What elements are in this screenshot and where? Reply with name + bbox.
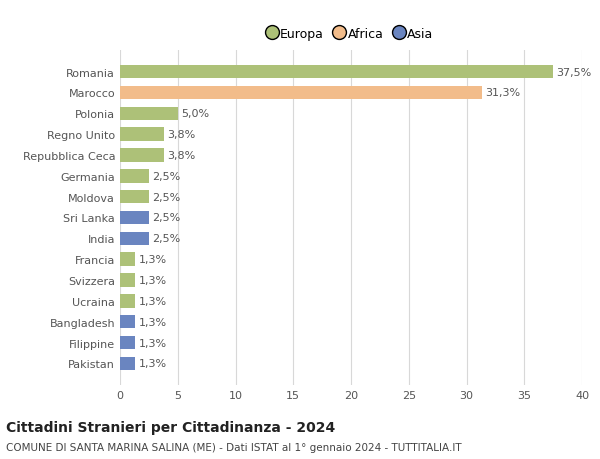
Text: 1,3%: 1,3%	[139, 358, 167, 369]
Bar	[120, 294, 135, 308]
Text: Cittadini Stranieri per Cittadinanza - 2024: Cittadini Stranieri per Cittadinanza - 2…	[6, 420, 335, 434]
Bar	[120, 149, 164, 162]
Bar	[120, 211, 149, 225]
Text: 1,3%: 1,3%	[139, 296, 167, 306]
Bar	[120, 107, 178, 121]
Bar	[120, 274, 135, 287]
Bar	[120, 315, 135, 329]
Text: 2,5%: 2,5%	[152, 172, 181, 181]
Text: 31,3%: 31,3%	[485, 88, 520, 98]
Bar	[120, 232, 149, 246]
Bar	[120, 336, 135, 350]
Legend: Europa, Africa, Asia: Europa, Africa, Asia	[263, 23, 439, 46]
Text: 1,3%: 1,3%	[139, 275, 167, 285]
Bar	[120, 86, 482, 100]
Text: 2,5%: 2,5%	[152, 192, 181, 202]
Bar	[120, 253, 135, 266]
Bar	[120, 170, 149, 183]
Text: 5,0%: 5,0%	[181, 109, 209, 119]
Text: COMUNE DI SANTA MARINA SALINA (ME) - Dati ISTAT al 1° gennaio 2024 - TUTTITALIA.: COMUNE DI SANTA MARINA SALINA (ME) - Dat…	[6, 442, 461, 452]
Bar	[120, 66, 553, 79]
Bar	[120, 190, 149, 204]
Text: 2,5%: 2,5%	[152, 213, 181, 223]
Bar	[120, 357, 135, 370]
Text: 1,3%: 1,3%	[139, 338, 167, 348]
Text: 1,3%: 1,3%	[139, 255, 167, 264]
Text: 1,3%: 1,3%	[139, 317, 167, 327]
Text: 37,5%: 37,5%	[557, 67, 592, 78]
Bar	[120, 128, 164, 142]
Text: 3,8%: 3,8%	[167, 130, 196, 140]
Text: 3,8%: 3,8%	[167, 151, 196, 161]
Text: 2,5%: 2,5%	[152, 234, 181, 244]
